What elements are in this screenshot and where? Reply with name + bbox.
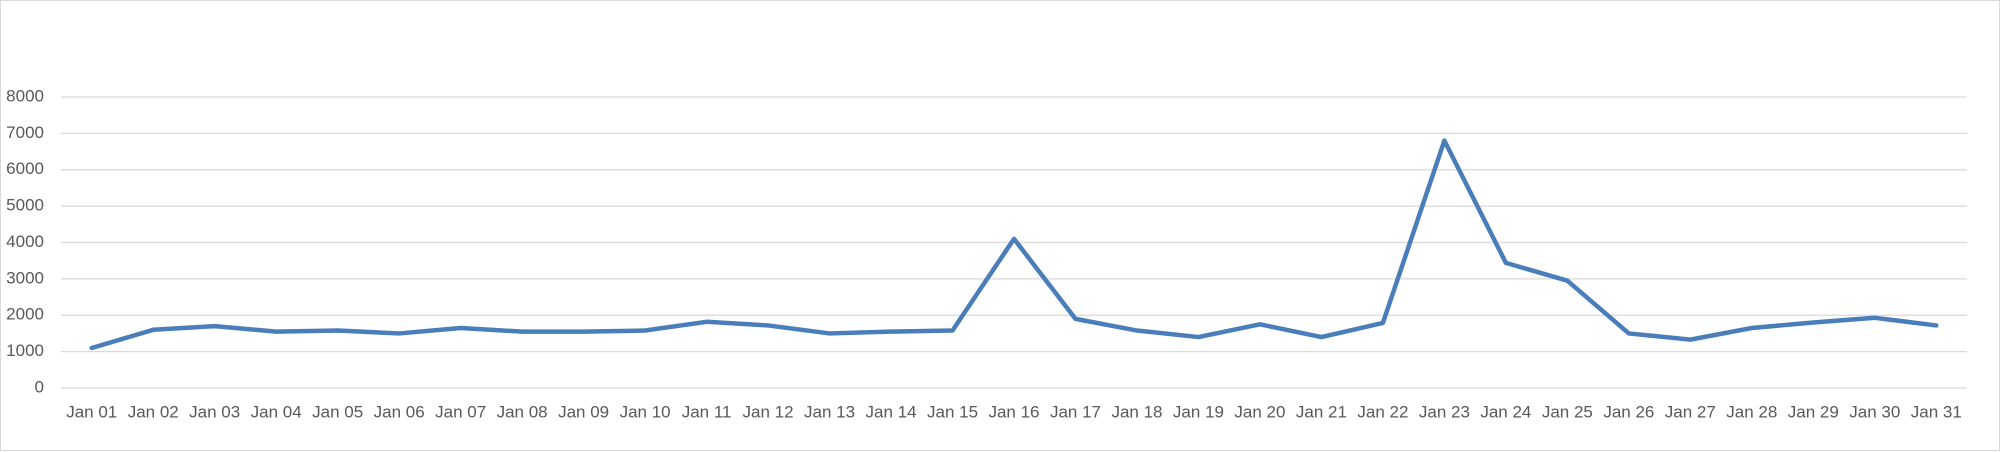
x-tick-label: Jan 16 xyxy=(988,402,1039,421)
x-tick-label: Jan 24 xyxy=(1480,402,1531,421)
y-tick-label: 3000 xyxy=(6,268,44,287)
x-tick-label: Jan 19 xyxy=(1173,402,1224,421)
x-tick-label: Jan 03 xyxy=(189,402,240,421)
x-tick-label: Jan 25 xyxy=(1542,402,1593,421)
x-tick-label: Jan 15 xyxy=(927,402,978,421)
x-tick-label: Jan 23 xyxy=(1419,402,1470,421)
x-tick-label: Jan 09 xyxy=(558,402,609,421)
y-tick-label: 6000 xyxy=(6,159,44,178)
y-tick-label: 8000 xyxy=(6,86,44,105)
x-tick-label: Jan 18 xyxy=(1111,402,1162,421)
x-tick-label: Jan 21 xyxy=(1296,402,1347,421)
x-tick-label: Jan 10 xyxy=(620,402,671,421)
x-tick-label: Jan 08 xyxy=(497,402,548,421)
y-tick-label: 0 xyxy=(35,377,44,396)
x-tick-label: Jan 11 xyxy=(682,402,732,421)
x-tick-label: Jan 31 xyxy=(1911,402,1962,421)
x-tick-label: Jan 20 xyxy=(1234,402,1285,421)
x-tick-label: Jan 07 xyxy=(435,402,486,421)
y-tick-label: 1000 xyxy=(6,341,44,360)
x-tick-label: Jan 02 xyxy=(128,402,179,421)
x-tick-label: Jan 26 xyxy=(1603,402,1654,421)
data-line xyxy=(89,138,1939,351)
y-tick-label: 2000 xyxy=(6,305,44,324)
x-tick-label: Jan 27 xyxy=(1665,402,1716,421)
x-tick-label: Jan 13 xyxy=(804,402,855,421)
x-tick-label: Jan 04 xyxy=(251,402,302,421)
x-tick-label: Jan 17 xyxy=(1050,402,1101,421)
x-tick-label: Jan 30 xyxy=(1849,402,1900,421)
x-tick-label: Jan 14 xyxy=(866,402,917,421)
x-tick-label: Jan 06 xyxy=(374,402,425,421)
x-tick-label: Jan 29 xyxy=(1788,402,1839,421)
x-tick-label: Jan 28 xyxy=(1726,402,1777,421)
y-tick-label: 7000 xyxy=(6,123,44,142)
x-tick-label: Jan 01 xyxy=(66,402,117,421)
y-tick-label: 5000 xyxy=(6,196,44,215)
x-tick-label: Jan 22 xyxy=(1357,402,1408,421)
x-tick-label: Jan 12 xyxy=(743,402,794,421)
x-tick-label: Jan 05 xyxy=(312,402,363,421)
y-tick-label: 4000 xyxy=(6,232,44,251)
